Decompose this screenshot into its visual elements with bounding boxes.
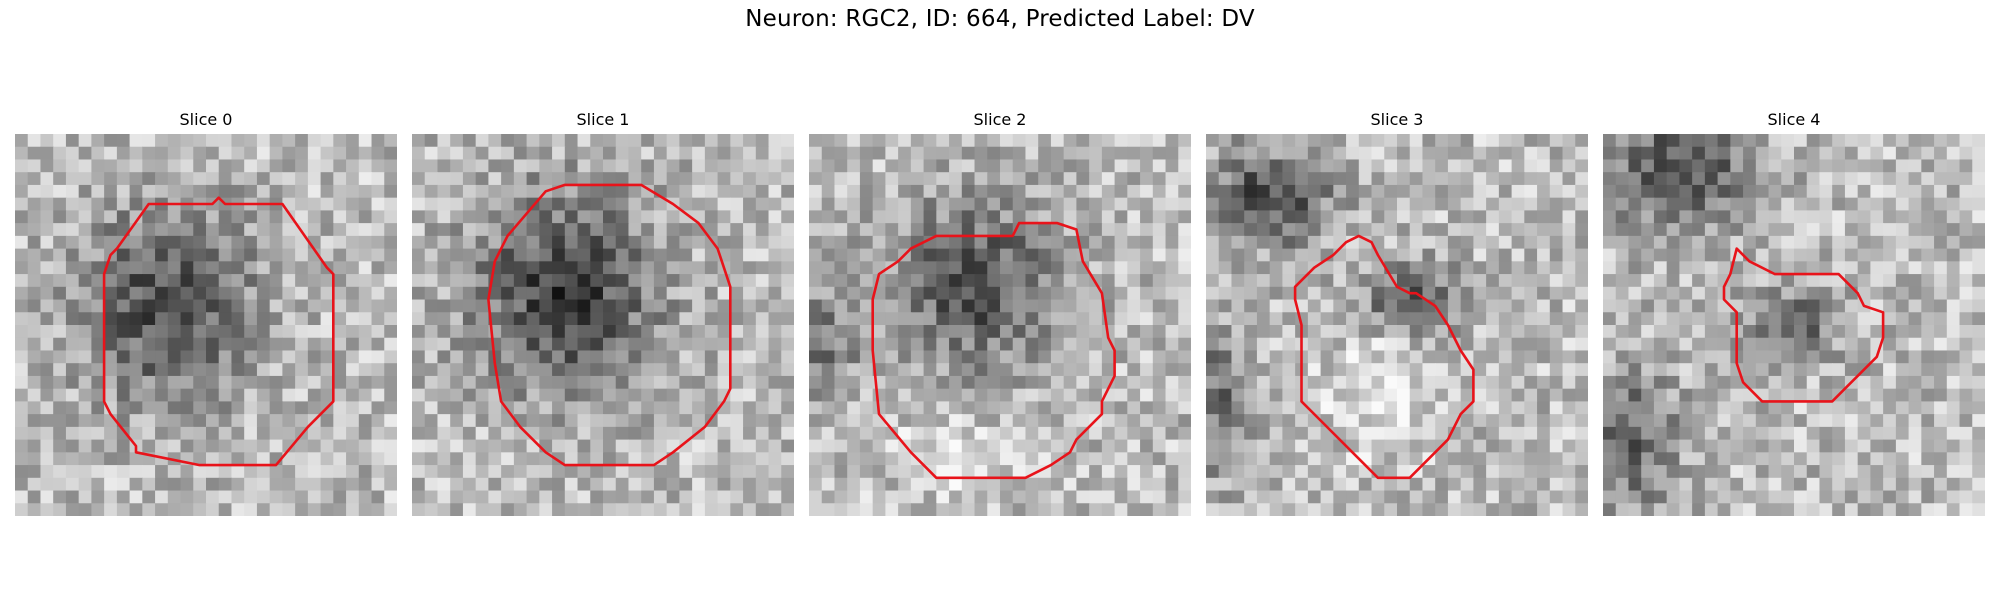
neuron-contour <box>102 196 335 467</box>
slice-panel-4: Slice 4 <box>1603 110 1985 516</box>
slice-title: Slice 3 <box>1370 110 1424 129</box>
neuron-contour <box>1722 247 1885 403</box>
slice-title: Slice 2 <box>973 110 1027 129</box>
slice-panel-1: Slice 1 <box>412 110 794 516</box>
pixel-grid <box>412 134 794 516</box>
slice-panel-3: Slice 3 <box>1206 110 1588 516</box>
slice-panel-0: Slice 0 <box>15 110 397 516</box>
slice-title: Slice 0 <box>179 110 233 129</box>
pixel-grid <box>809 134 1191 516</box>
pixel-grid <box>15 134 397 516</box>
slice-image-4 <box>1603 134 1985 516</box>
slice-image-2 <box>809 134 1191 516</box>
slice-image-1 <box>412 134 794 516</box>
slice-title: Slice 1 <box>576 110 630 129</box>
slice-panel-2: Slice 2 <box>809 110 1191 516</box>
slice-title: Slice 4 <box>1767 110 1821 129</box>
neuron-contour <box>871 221 1116 480</box>
pixel-grid <box>1603 134 1985 516</box>
pixel-grid <box>1206 134 1588 516</box>
slice-image-0 <box>15 134 397 516</box>
neuron-contour <box>1293 234 1475 480</box>
slice-image-3 <box>1206 134 1588 516</box>
figure-title: Neuron: RGC2, ID: 664, Predicted Label: … <box>745 6 1255 32</box>
neuron-contour <box>487 183 732 467</box>
